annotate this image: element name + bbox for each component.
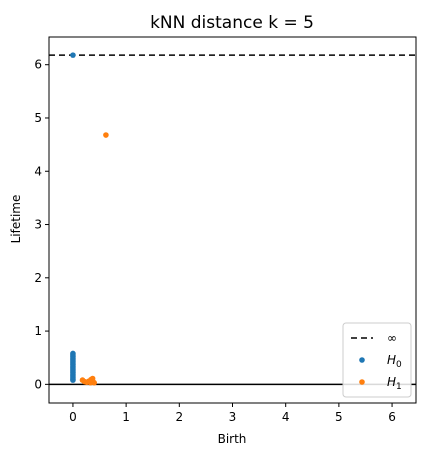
x-tick-label: 4 [282, 410, 290, 424]
legend-label-h1: H1 [387, 375, 402, 392]
y-tick-label: 5 [34, 111, 42, 125]
legend-swatch-h1 [359, 379, 365, 385]
series-h1 [79, 132, 109, 386]
x-tick-label: 6 [388, 410, 396, 424]
point-h0 [70, 52, 76, 58]
y-axis-label: Lifetime [9, 195, 23, 244]
y-tick-label: 3 [34, 218, 42, 232]
point-h1 [87, 379, 94, 386]
legend-swatch-h0 [359, 357, 365, 363]
x-tick-label: 3 [229, 410, 237, 424]
y-tick-label: 4 [34, 164, 42, 178]
chart-title: kNN distance k = 5 [150, 13, 314, 33]
point-h1 [103, 132, 109, 138]
x-tick-label: 5 [335, 410, 343, 424]
y-tick-label: 6 [34, 58, 42, 72]
legend-infinity-label: ∞ [387, 331, 397, 345]
x-tick-label: 1 [122, 410, 130, 424]
point-h0 [70, 377, 76, 383]
plot-area: 0 1 2 3 4 5 6 0 1 2 3 4 5 6 [34, 36, 417, 424]
legend-label-h0: H0 [387, 353, 402, 370]
y-tick-label: 1 [34, 324, 42, 338]
x-axis-label: Birth [218, 432, 247, 446]
x-tick-label: 0 [69, 410, 77, 424]
y-tick-label: 0 [34, 377, 42, 391]
legend: ∞ H0 H1 [342, 322, 412, 398]
x-tick-label: 2 [175, 410, 183, 424]
legend-box [342, 322, 412, 398]
series-h0 [70, 52, 76, 383]
y-tick-label: 2 [34, 271, 42, 285]
